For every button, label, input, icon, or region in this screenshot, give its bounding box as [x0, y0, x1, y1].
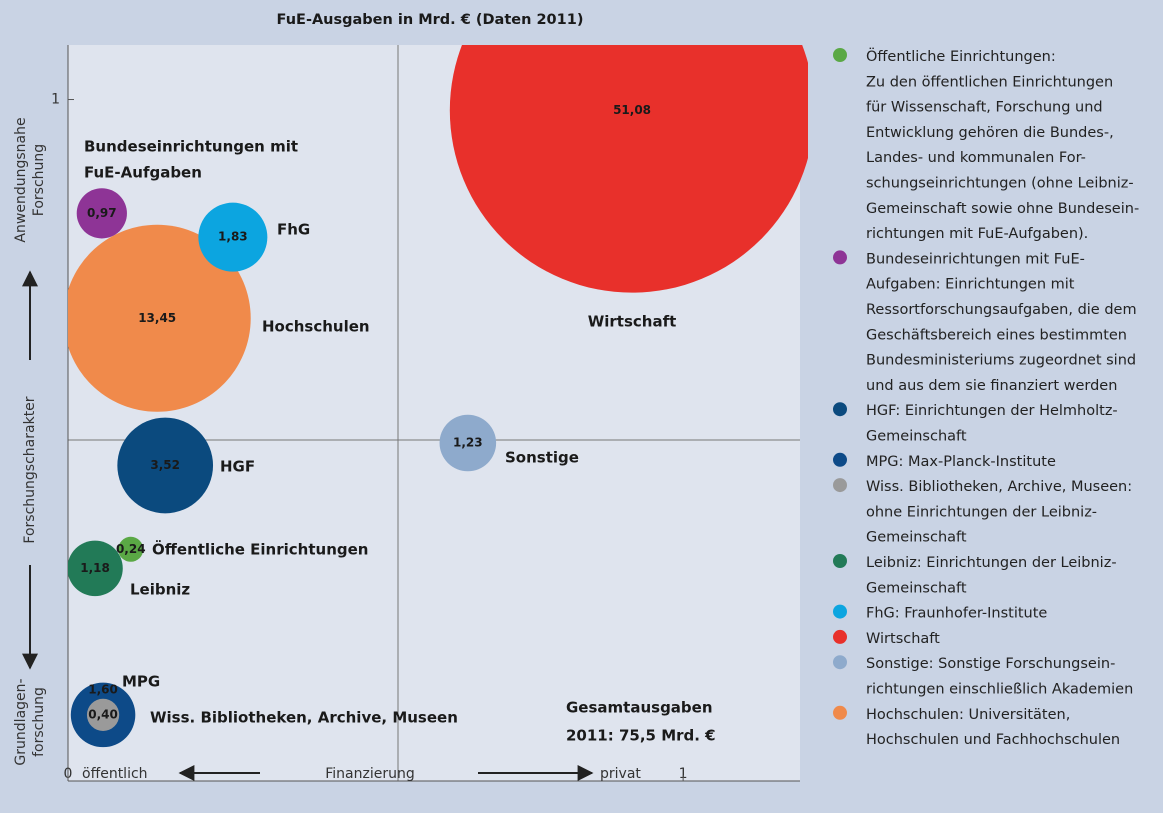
legend-label: Gemeinschaft — [866, 580, 967, 596]
point-label: Hochschulen — [262, 318, 370, 336]
data-label: 1,83 — [218, 230, 248, 244]
legend-label: Leibniz: Einrichtungen der Leibniz- — [866, 555, 1117, 571]
point-label: MPG — [122, 673, 160, 691]
legend-label: Bundesministeriums zugeordnet sind — [866, 353, 1136, 369]
point-label: Wirtschaft — [588, 313, 677, 331]
legend-label: HGF: Einrichtungen der Helmholtz- — [866, 403, 1118, 419]
bubble — [68, 540, 123, 597]
legend-label: Geschäftsbereich eines bestimmten — [866, 327, 1127, 343]
x-tick-label: 1 — [679, 766, 688, 782]
data-label: 51,08 — [613, 103, 651, 117]
y-axis-label: Forschungscharakter — [22, 396, 38, 543]
legend-swatch — [833, 554, 847, 568]
bubbles — [68, 45, 808, 748]
bubble — [117, 417, 214, 514]
legend-label: Hochschulen: Universitäten, — [866, 707, 1070, 723]
legend-swatch — [833, 478, 847, 493]
legend-label: Gemeinschaft — [866, 530, 967, 546]
legend-label: richtungen einschließlich Akademien — [866, 682, 1133, 698]
data-label: 13,45 — [138, 311, 176, 325]
chart-title: FuE-Ausgaben in Mrd. € (Daten 2011) — [277, 12, 584, 28]
data-label: 1,23 — [453, 435, 483, 449]
legend-label: ohne Einrichtungen der Leibniz- — [866, 504, 1097, 520]
y-axis-label: Grundlagen- — [13, 678, 29, 765]
data-label: 1,60 — [88, 682, 118, 696]
x-axis-label: Finanzierung — [325, 766, 415, 782]
legend-label: Ressortforschungsaufgaben, die dem — [866, 302, 1137, 318]
point-label: FuE-Aufgaben — [84, 164, 202, 182]
legend-swatch — [833, 48, 847, 62]
legend-label: Gemeinschaft — [866, 429, 967, 445]
x-axis-label: öffentlich — [82, 766, 148, 782]
point-label: Bundeseinrichtungen mit — [84, 138, 298, 156]
x-tick-label: 0 — [64, 766, 73, 782]
legend-label: Wiss. Bibliotheken, Archive, Museen: — [866, 479, 1132, 495]
y-tick-label: 1 — [51, 92, 60, 108]
legend-label: für Wissenschaft, Forschung und — [866, 100, 1103, 116]
point-label: Sonstige — [505, 449, 579, 467]
legend-label: MPG: Max-Planck-Institute — [866, 454, 1056, 470]
y-axis-label: Anwendungsnahe — [13, 117, 29, 242]
legend-label: richtungen mit FuE-Aufgaben). — [866, 226, 1088, 242]
legend-label: Zu den öffentlichen Einrichtungen — [866, 74, 1113, 90]
point-label: Leibniz — [130, 581, 190, 599]
point-label: HGF — [220, 458, 255, 476]
bubble — [439, 414, 497, 472]
data-label: 0,40 — [88, 707, 118, 721]
legend-label: Sonstige: Sonstige Forschungsein- — [866, 656, 1115, 672]
legend-label: Entwicklung gehören die Bundes-, — [866, 125, 1114, 141]
legend-swatch — [833, 655, 847, 670]
legend-swatch — [833, 452, 847, 467]
legend-label: Landes- und kommunalen For- — [866, 150, 1086, 166]
point-label: Öffentliche Einrichtungen — [152, 540, 368, 559]
bubble — [449, 45, 808, 293]
legend-swatch — [833, 250, 847, 265]
legend-label: Gemeinschaft sowie ohne Bundesein- — [866, 201, 1139, 217]
legend-label: FhG: Fraunhofer-Institute — [866, 606, 1047, 622]
data-label: 3,52 — [150, 458, 180, 472]
legend-label: Hochschulen und Fachhochschulen — [866, 732, 1120, 748]
data-label: 0,24 — [116, 542, 146, 556]
legend-label: Aufgaben: Einrichtungen mit — [866, 277, 1075, 293]
legend-swatch — [833, 629, 847, 644]
bubble — [68, 224, 251, 412]
bubble — [198, 202, 268, 272]
legend-swatch — [833, 705, 847, 720]
point-label: Wiss. Bibliotheken, Archive, Museen — [150, 709, 458, 727]
data-label: 0,97 — [87, 206, 117, 220]
bubble — [86, 698, 120, 732]
legend-label: und aus dem sie finanziert werden — [866, 378, 1117, 394]
legend-swatch — [833, 402, 847, 417]
y-axis-label: Forschung — [31, 144, 47, 216]
data-label: 1,18 — [80, 561, 110, 575]
legend-swatch — [833, 604, 847, 619]
annotation: Gesamtausgaben — [566, 699, 713, 717]
annotation: 2011: 75,5 Mrd. € — [566, 727, 716, 745]
legend-label: Wirtschaft — [866, 631, 940, 647]
bubble — [118, 536, 144, 562]
point-label: FhG — [277, 221, 310, 239]
legend-label: schungseinrichtungen (ohne Leibniz- — [866, 176, 1134, 192]
legend-label: Öffentliche Einrichtungen: — [866, 47, 1056, 65]
y-axis-label: forschung — [31, 687, 47, 757]
bubble — [76, 188, 127, 239]
x-axis-label: privat — [600, 766, 641, 782]
legend-label: Bundeseinrichtungen mit FuE- — [866, 251, 1085, 267]
